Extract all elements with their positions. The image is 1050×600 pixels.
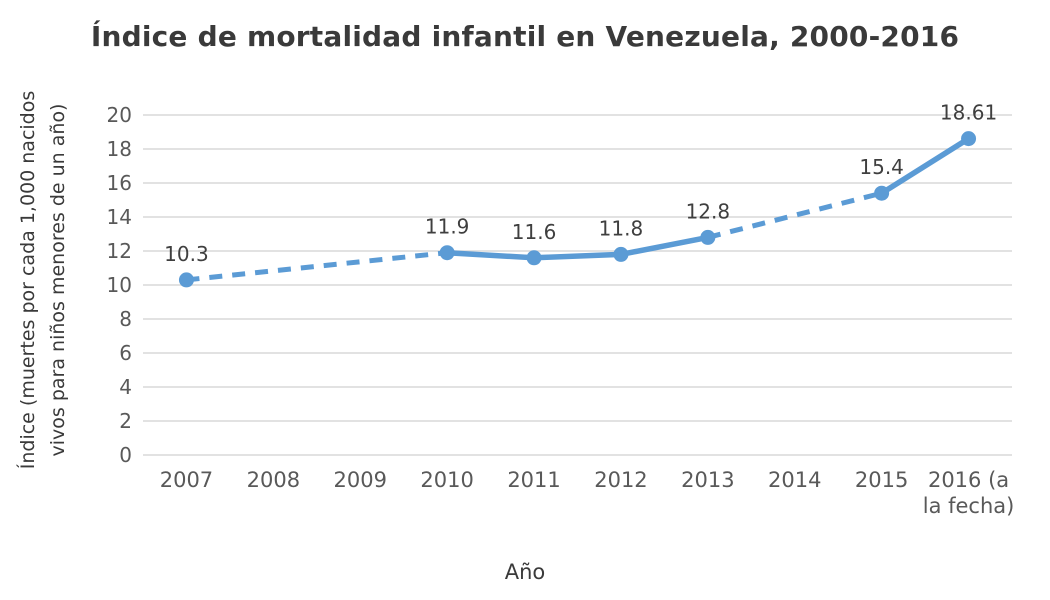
x-tick-label: 2015 [855, 468, 908, 492]
y-tick-label: 10 [107, 273, 132, 297]
y-axis-label: Índice (muertes por cada 1,000 nacidos v… [13, 40, 77, 520]
data-label: 11.6 [512, 220, 557, 244]
y-tick-label: 2 [119, 409, 132, 433]
y-axis-label-line1: Índice (muertes por cada 1,000 nacidos [17, 90, 39, 470]
data-label: 18.61 [940, 101, 997, 125]
data-point [178, 272, 194, 288]
data-label: 12.8 [686, 199, 731, 223]
y-tick-label: 6 [119, 341, 132, 365]
data-point [700, 229, 716, 245]
data-point [526, 250, 542, 266]
y-tick-label: 14 [107, 205, 132, 229]
data-label: 15.4 [859, 155, 904, 179]
line-segment-solid [531, 251, 624, 261]
data-label: 11.8 [599, 216, 644, 240]
x-tick-label: 2011 [507, 468, 560, 492]
x-axis-label: Año [504, 560, 546, 584]
line-segment-dashed [707, 190, 883, 240]
x-tick-label: 2013 [681, 468, 734, 492]
data-label: 10.3 [164, 242, 209, 266]
x-tick-label: 2010 [420, 468, 473, 492]
y-tick-label: 4 [119, 375, 132, 399]
y-tick-label: 0 [119, 443, 132, 467]
data-point [961, 131, 977, 147]
x-tick-label: 2007 [160, 468, 213, 492]
y-axis-label-line2: vivos para niños menores de un año) [47, 103, 70, 457]
data-point [874, 185, 890, 201]
data-label: 11.9 [425, 215, 470, 239]
x-tick-label: 2012 [594, 468, 647, 492]
line-segment-solid [444, 249, 537, 261]
line-segment-solid [618, 234, 711, 258]
line-segment-dashed [186, 250, 448, 283]
y-tick-label: 18 [107, 137, 132, 161]
chart-title: Índice de mortalidad infantil en Venezue… [90, 20, 960, 53]
data-point [439, 245, 455, 261]
y-tick-label: 16 [107, 171, 132, 195]
x-tick-label: 2016 (a la fecha) [923, 468, 1015, 518]
y-tick-label: 8 [119, 307, 132, 331]
line-segment-solid [878, 135, 972, 196]
x-tick-label: 2008 [247, 468, 300, 492]
x-tick-label: 2009 [334, 468, 387, 492]
y-tick-label: 12 [107, 239, 132, 263]
plot-area: 0 2 4 6 8 10 12 14 16 18 20 2007 2008 2009 2010 2011 201… [107, 101, 1015, 518]
data-point [613, 246, 629, 262]
y-tick-label: 20 [107, 103, 132, 127]
x-tick-label: 2014 [768, 468, 821, 492]
